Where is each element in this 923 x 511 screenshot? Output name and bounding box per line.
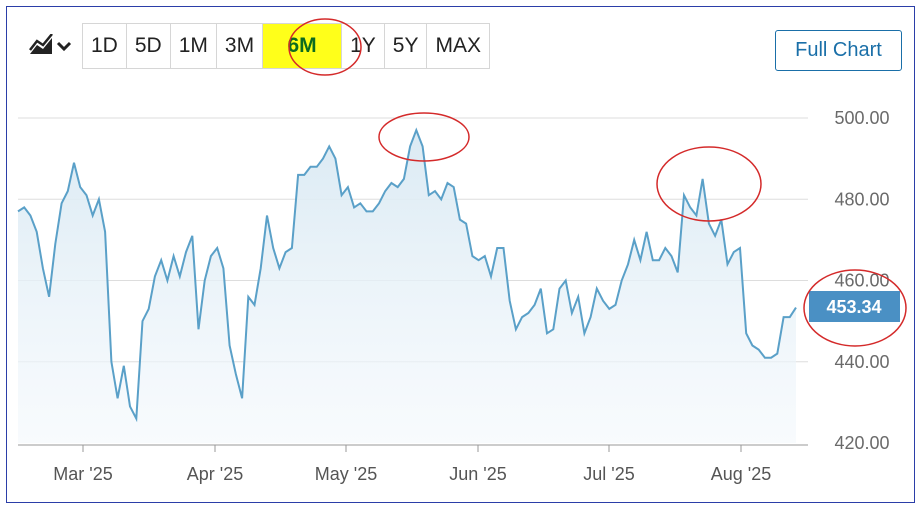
- range-button-6m[interactable]: 6M: [263, 24, 343, 68]
- y-tick-label: 460.00: [834, 271, 889, 291]
- annotation-circle-6m: [288, 18, 362, 76]
- x-tick-label: Jun '25: [449, 464, 506, 484]
- range-button-3m[interactable]: 3M: [217, 24, 264, 68]
- range-button-5y[interactable]: 5Y: [385, 24, 428, 68]
- x-tick-label: Aug '25: [711, 464, 772, 484]
- annotation-circle-last-price: [803, 269, 907, 347]
- price-area: [18, 130, 796, 443]
- range-button-max[interactable]: MAX: [435, 34, 481, 57]
- chevron-down-icon: [56, 41, 72, 52]
- x-tick-label: Mar '25: [53, 464, 112, 484]
- line-chart-icon: [29, 34, 53, 54]
- range-button-1d[interactable]: 1D: [83, 24, 127, 68]
- last-price-label: 453.34: [826, 297, 881, 317]
- x-tick-label: May '25: [315, 464, 377, 484]
- annotation-circle-peak-may: [378, 112, 470, 162]
- annotation-circle-peak-jul: [656, 146, 762, 222]
- y-tick-label: 480.00: [834, 189, 889, 209]
- y-tick-label: 500.00: [834, 108, 889, 128]
- range-selector: 1D 5D 1M 3M 6M 1Y 5Y MAX: [82, 23, 490, 69]
- price-line: [17, 127, 797, 423]
- full-chart-button[interactable]: Full Chart: [775, 30, 902, 71]
- y-tick-label: 420.00: [834, 433, 889, 453]
- range-button-1y[interactable]: 1Y: [342, 24, 385, 68]
- range-button-1m[interactable]: 1M: [171, 24, 217, 68]
- y-tick-label: 440.00: [834, 352, 889, 372]
- x-tick-label: Jul '25: [583, 464, 634, 484]
- range-button-5d[interactable]: 5D: [127, 24, 171, 68]
- chart-toolbar: 1D 5D 1M 3M 6M 1Y 5Y MAX: [20, 23, 490, 69]
- chart-type-selector[interactable]: [20, 23, 82, 69]
- last-price-badge: [809, 291, 900, 322]
- x-tick-label: Apr '25: [187, 464, 243, 484]
